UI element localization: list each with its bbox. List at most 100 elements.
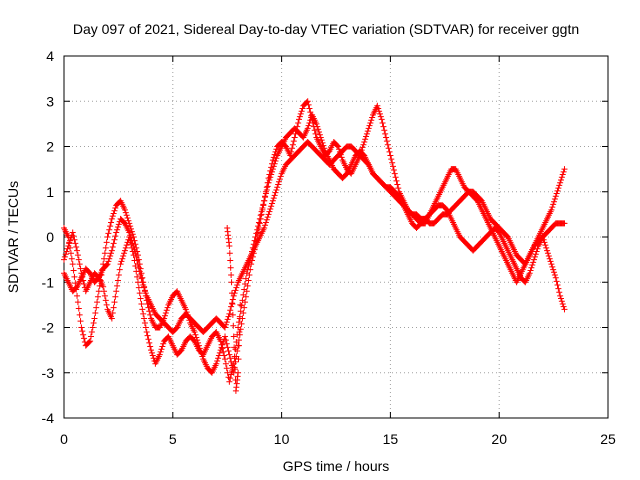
data-point	[67, 250, 74, 257]
data-point	[215, 355, 222, 362]
data-point	[383, 134, 390, 141]
x-tick-label: 25	[600, 431, 616, 447]
data-point	[142, 290, 149, 297]
data-point	[101, 255, 108, 262]
data-point	[69, 229, 76, 236]
data-point	[267, 174, 274, 181]
data-point	[551, 198, 558, 205]
data-point	[223, 365, 230, 372]
data-point	[110, 210, 117, 217]
data-point	[140, 310, 147, 317]
data-point	[227, 375, 234, 382]
data-point	[389, 159, 396, 166]
data-point	[226, 310, 233, 317]
data-point	[560, 303, 567, 310]
data-point	[268, 171, 275, 178]
data-point	[336, 146, 343, 153]
data-point	[239, 297, 246, 304]
data-point	[259, 205, 266, 212]
data-point	[314, 123, 321, 130]
data-point	[551, 272, 558, 279]
data-point	[64, 245, 71, 252]
data-point	[81, 281, 88, 288]
data-point	[104, 261, 111, 268]
data-point	[265, 211, 272, 218]
data-point	[107, 223, 114, 230]
data-point	[62, 251, 69, 258]
data-point	[272, 157, 279, 164]
data-point	[296, 113, 303, 120]
data-point	[226, 250, 233, 257]
data-point	[375, 105, 382, 112]
data-point	[260, 201, 267, 208]
data-point	[376, 108, 383, 115]
data-point	[561, 220, 568, 227]
data-point	[276, 176, 283, 183]
data-point	[103, 262, 110, 269]
data-point	[228, 272, 235, 279]
data-point	[222, 360, 229, 367]
data-point	[143, 329, 150, 336]
data-point	[79, 273, 86, 280]
data-point	[315, 126, 322, 133]
data-point	[131, 257, 138, 264]
data-point	[390, 167, 397, 174]
data-point	[235, 319, 242, 326]
data-point	[78, 324, 85, 331]
data-point	[266, 176, 273, 183]
data-point	[552, 193, 559, 200]
data-point	[544, 250, 551, 257]
data-point	[311, 127, 318, 134]
data-point	[232, 287, 239, 294]
data-point	[289, 145, 296, 152]
axis-ticks	[63, 55, 609, 419]
data-point	[228, 290, 235, 297]
data-point	[230, 322, 237, 329]
data-point	[270, 195, 277, 202]
data-point	[135, 264, 142, 271]
data-point	[382, 130, 389, 137]
data-point	[88, 329, 95, 336]
data-point	[305, 101, 312, 108]
data-point	[112, 233, 119, 240]
data-point	[559, 300, 566, 307]
data-point	[214, 357, 221, 364]
data-point	[228, 279, 235, 286]
data-point	[363, 130, 370, 137]
data-point	[140, 281, 147, 288]
data-point	[539, 234, 546, 240]
y-tick-label: 3	[46, 93, 54, 109]
data-point	[269, 168, 276, 175]
data-point	[388, 156, 395, 163]
data-point	[224, 369, 231, 376]
data-point	[161, 312, 168, 319]
series-trace-b	[61, 138, 568, 336]
data-point	[557, 292, 564, 299]
data-point	[532, 251, 539, 258]
data-point	[118, 258, 125, 265]
data-point	[362, 136, 369, 143]
data-point	[119, 255, 126, 262]
data-point	[233, 284, 240, 291]
data-point	[137, 295, 144, 302]
data-point	[262, 222, 269, 229]
data-point	[561, 306, 568, 313]
data-point	[123, 242, 130, 249]
data-point	[121, 206, 128, 213]
data-point	[121, 247, 128, 254]
data-point	[383, 138, 390, 145]
data-point	[223, 340, 230, 347]
data-point	[295, 119, 302, 126]
data-point	[81, 335, 88, 342]
series-spike-8h	[224, 224, 244, 394]
data-point	[74, 299, 81, 306]
data-point	[101, 288, 108, 295]
data-point	[231, 344, 238, 351]
data-point	[111, 299, 118, 306]
data-point	[247, 255, 254, 262]
data-point	[66, 240, 73, 247]
data-point	[219, 345, 226, 352]
data-point	[80, 277, 87, 284]
data-point	[75, 305, 82, 312]
data-point	[395, 185, 402, 192]
